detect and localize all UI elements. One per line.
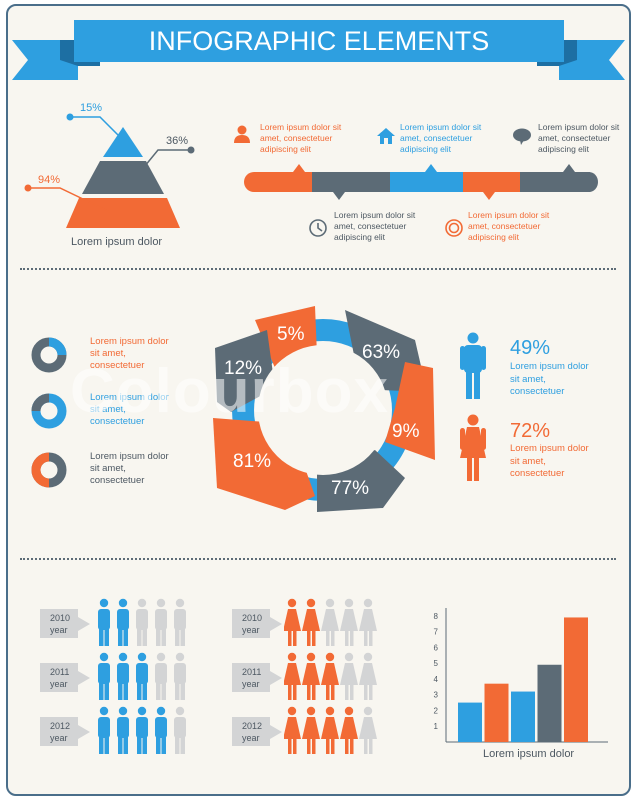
male-person-icon <box>155 598 167 646</box>
female-person-icon <box>321 706 339 754</box>
bar <box>564 617 588 742</box>
female-people-rows <box>284 598 377 754</box>
ring-label-9: 9% <box>392 421 420 442</box>
y-tick-label: 4 <box>434 675 439 684</box>
male-person-icon <box>98 706 110 754</box>
small-rings <box>31 337 67 488</box>
year-label-male-2010: 2010 year <box>40 609 90 638</box>
timeline-note-2: Lorem ipsum dolor sit amet, consectetuer a… <box>400 122 482 154</box>
male-person-icon <box>136 706 148 754</box>
timeline-bar <box>244 164 598 200</box>
female-person-icon <box>359 652 377 700</box>
y-tick-label: 6 <box>434 643 439 652</box>
timeline-note-4: Lorem ipsum dolor sit amet, consectetuer a… <box>334 210 416 242</box>
female-person-icon <box>284 706 301 754</box>
female-note: Lorem ipsum dolor sit amet, consectetuer <box>510 443 589 479</box>
female-person-icon <box>284 598 301 646</box>
year-label-female-2011: 2011 year <box>232 663 282 692</box>
bar-chart-xlabel: Lorem ipsum dolor <box>483 748 575 760</box>
male-person-icon <box>174 706 186 754</box>
male-person-icon <box>117 706 129 754</box>
pyramid-chart <box>24 113 195 228</box>
y-tick-label: 1 <box>434 722 439 731</box>
user-icon <box>234 125 250 143</box>
ring-note-3: Lorem ipsum dolor sit amet, consectetuer <box>90 451 169 486</box>
y-tick-label: 2 <box>434 706 439 715</box>
bar <box>484 683 509 742</box>
ring-note-1: Lorem ipsum dolor sit amet, consectetuer <box>90 336 169 371</box>
pyramid-middle-label: 36% <box>166 135 189 147</box>
ring-label-12: 12% <box>224 358 263 379</box>
y-tick-label: 8 <box>434 612 439 621</box>
y-tick-label: 3 <box>434 691 439 700</box>
house-icon <box>377 128 395 144</box>
female-figure-icon <box>460 414 486 481</box>
y-tick-label: 5 <box>434 659 439 668</box>
male-percentage: 49% <box>510 337 551 359</box>
male-person-icon <box>174 598 186 646</box>
year-label-female-2012: 2012 year <box>232 717 282 746</box>
female-person-icon <box>302 598 320 646</box>
female-person-icon <box>321 652 339 700</box>
bar <box>458 702 482 742</box>
female-person-icon <box>284 652 301 700</box>
male-person-icon <box>136 598 148 646</box>
divider-top <box>20 268 616 270</box>
female-person-icon <box>359 706 377 754</box>
big-ring-chart <box>213 306 435 512</box>
female-percentage: 72% <box>510 420 551 442</box>
bar-chart: 1 2 3 4 5 6 7 8 <box>434 608 608 743</box>
female-person-icon <box>359 598 377 646</box>
female-person-icon <box>321 598 339 646</box>
male-figure-icon <box>460 332 486 399</box>
male-people-rows <box>98 598 186 754</box>
year-label-male-2011: 2011 year <box>40 663 90 692</box>
female-person-icon <box>302 706 320 754</box>
female-person-icon <box>340 706 358 754</box>
male-person-icon <box>155 706 167 754</box>
clock-icon <box>309 219 327 237</box>
pyramid-caption: Lorem ipsum dolor <box>71 236 163 248</box>
timeline-note-3: Lorem ipsum dolor sit amet, consectetuer a… <box>538 122 620 154</box>
year-label-male-2012: 2012 year <box>40 717 90 746</box>
male-person-icon <box>174 652 186 700</box>
title-banner <box>12 20 625 80</box>
ring-label-63: 63% <box>362 342 401 363</box>
male-person-icon <box>98 598 110 646</box>
male-person-icon <box>155 652 167 700</box>
y-tick-label: 7 <box>434 628 439 637</box>
timeline-note-5: Lorem ipsum dolor sit amet, consectetuer a… <box>468 210 550 242</box>
speech-bubble-icon <box>513 128 531 145</box>
male-person-icon <box>117 652 129 700</box>
year-label-female-2010: 2010 year <box>232 609 282 638</box>
male-person-icon <box>117 598 129 646</box>
male-person-icon <box>98 652 110 700</box>
female-person-icon <box>340 652 358 700</box>
ring-label-77: 77% <box>331 478 370 499</box>
ring-note-2: Lorem ipsum dolor sit amet, consectetuer <box>90 392 169 427</box>
ring-label-5: 5% <box>277 324 305 345</box>
page-title: INFOGRAPHIC ELEMENTS <box>148 26 490 56</box>
pyramid-top-label: 15% <box>80 102 103 114</box>
bar <box>537 664 562 742</box>
male-note: Lorem ipsum dolor sit amet, consectetuer <box>510 361 589 397</box>
male-person-icon <box>136 652 148 700</box>
spiral-icon <box>445 219 463 237</box>
divider-bottom <box>20 558 616 560</box>
female-person-icon <box>340 598 358 646</box>
pyramid-bottom-label: 94% <box>38 174 61 186</box>
timeline-note-1: Lorem ipsum dolor sit amet, consectetuer a… <box>260 122 342 154</box>
ring-label-81: 81% <box>233 451 272 472</box>
female-person-icon <box>302 652 320 700</box>
bar <box>511 691 535 742</box>
